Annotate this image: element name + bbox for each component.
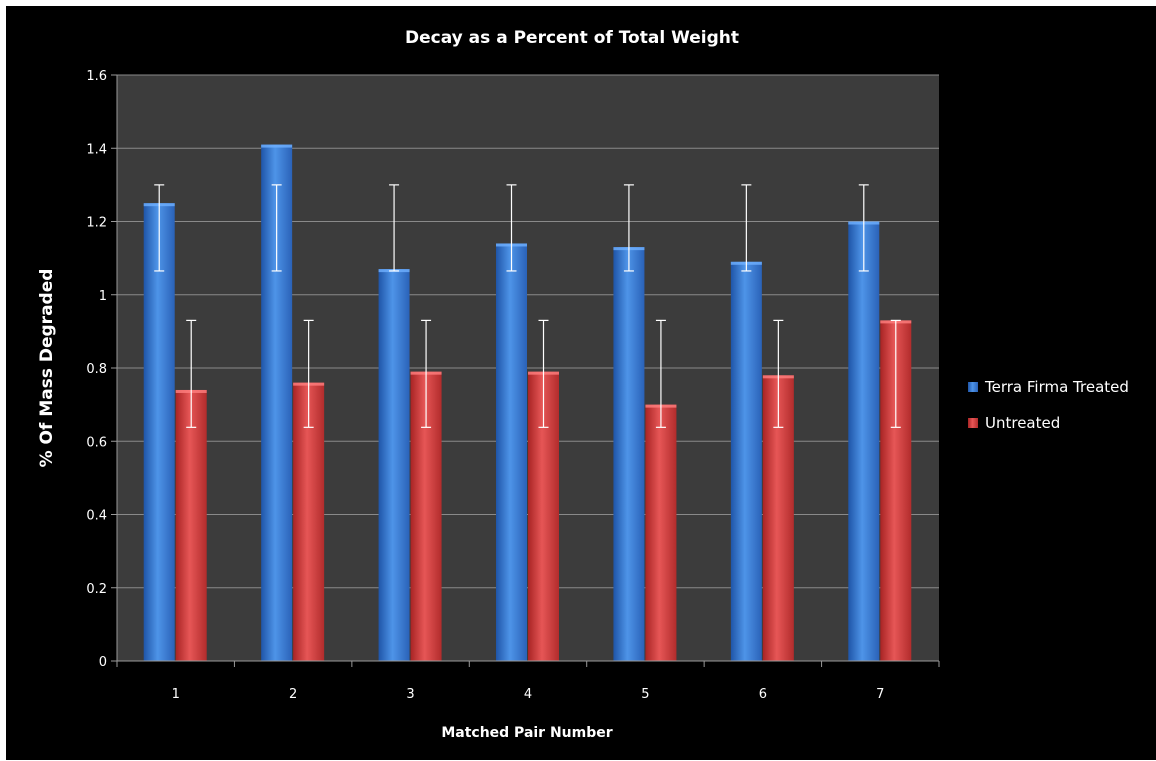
legend-label-untreated: Untreated bbox=[985, 414, 1060, 432]
y-tick-label: 0.4 bbox=[86, 509, 107, 524]
y-axis-title: % Of Mass Degraded bbox=[37, 269, 57, 468]
y-tick-label: 0.2 bbox=[86, 582, 107, 597]
bar-treated-7 bbox=[848, 221, 880, 661]
x-tick-label: 3 bbox=[406, 687, 414, 702]
y-tick-label: 1.2 bbox=[86, 216, 107, 231]
y-tick-label: 0 bbox=[99, 655, 107, 670]
legend: Terra Firma Treated Untreated bbox=[968, 378, 1129, 432]
legend-swatch-untreated bbox=[968, 418, 978, 428]
x-tick-label: 1 bbox=[172, 687, 180, 702]
bar-treated-1 bbox=[143, 203, 175, 661]
y-tick-label: 1.4 bbox=[86, 142, 107, 157]
legend-label-treated: Terra Firma Treated bbox=[984, 378, 1129, 396]
chart-title: Decay as a Percent of Total Weight bbox=[405, 28, 739, 48]
bar-untreated-2 bbox=[293, 382, 325, 661]
x-axis-title: Matched Pair Number bbox=[441, 725, 612, 741]
x-tick-label: 2 bbox=[289, 687, 297, 702]
bar-highlight bbox=[261, 144, 293, 148]
y-tick-label: 1 bbox=[99, 289, 107, 304]
x-tick-label: 6 bbox=[759, 687, 767, 702]
error-bars bbox=[154, 184, 901, 428]
x-tick-label: 5 bbox=[641, 687, 649, 702]
bar-treated-6 bbox=[730, 261, 762, 661]
bar-treated-4 bbox=[496, 243, 527, 661]
bar-treated-3 bbox=[378, 269, 410, 661]
y-tick-label: 1.6 bbox=[86, 69, 107, 84]
tick-labels: 0 0.2 0.4 0.6 0.8 1 1.2 1.4 1.6 1 2 3 4 5 6 7 bbox=[86, 69, 884, 702]
x-tick-label: 7 bbox=[876, 687, 884, 702]
y-tick-label: 0.6 bbox=[86, 435, 107, 450]
axes bbox=[111, 74, 940, 667]
y-tick-label: 0.8 bbox=[86, 362, 107, 377]
bar-untreated-5 bbox=[645, 404, 677, 661]
legend-swatch-treated bbox=[968, 382, 978, 392]
bar-untreated-1 bbox=[175, 389, 207, 661]
bar-treated-5 bbox=[613, 247, 645, 661]
x-tick-label: 4 bbox=[524, 687, 532, 702]
